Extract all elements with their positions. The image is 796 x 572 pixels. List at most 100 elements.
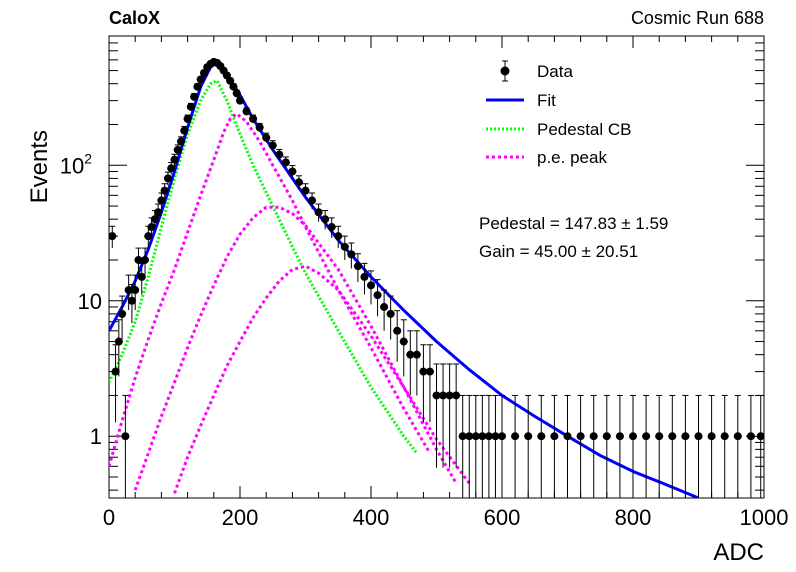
- x-tick-label: 400: [353, 505, 390, 530]
- data-point: [511, 394, 520, 498]
- data-point: [439, 363, 448, 468]
- data-point: [121, 394, 130, 498]
- data-point: [550, 394, 559, 498]
- data-point: [491, 394, 500, 498]
- data-point: [432, 363, 441, 468]
- data-point: [707, 394, 716, 498]
- y-tick-labels: 1 10 102: [60, 150, 102, 449]
- data-point: [111, 344, 120, 423]
- data-point: [173, 144, 182, 156]
- legend-label: p.e. peak: [537, 148, 607, 167]
- data-point: [681, 394, 690, 498]
- data-point: [262, 132, 271, 143]
- axis-ticks: [108, 35, 765, 498]
- data-point: [294, 175, 303, 190]
- data-point: [236, 96, 244, 105]
- data-point: [353, 253, 362, 282]
- header-left-label: CaloX: [109, 8, 160, 28]
- data-point: [147, 217, 156, 238]
- plot-frame: [108, 35, 765, 499]
- data-point: [655, 394, 664, 498]
- data-point: [163, 171, 172, 186]
- pe-peak-curve-3: [173, 264, 471, 494]
- data-point: [576, 394, 585, 498]
- data-point: [170, 153, 179, 166]
- data-point: [380, 289, 389, 331]
- data-point: [242, 107, 251, 116]
- y-tick-label: 10: [78, 289, 102, 314]
- data-point: [465, 394, 474, 498]
- data-point: [118, 295, 127, 340]
- pedestal-stat: Pedestal = 147.83 ± 1.59: [479, 214, 668, 233]
- y-axis-label: Events: [26, 130, 53, 203]
- data-point: [393, 310, 402, 362]
- data-point: [367, 270, 375, 305]
- data-point: [193, 82, 202, 91]
- data-point: [114, 319, 123, 377]
- data-point: [160, 183, 169, 199]
- data-point: [419, 344, 428, 423]
- data-point: [373, 279, 382, 317]
- data-point: [412, 330, 421, 396]
- data-point: [268, 140, 277, 151]
- data-point: [255, 122, 264, 132]
- legend-label: Fit: [537, 91, 556, 110]
- data-point: [733, 394, 742, 498]
- data-point: [301, 183, 310, 199]
- data-point: [199, 68, 208, 77]
- y-tick-label: 1: [90, 424, 102, 449]
- data-point: [537, 394, 546, 498]
- data-point: [321, 210, 330, 230]
- data-point: [180, 125, 189, 136]
- legend-entry-pedestal: Pedestal CB: [486, 120, 632, 139]
- x-tick-label: 200: [222, 505, 259, 530]
- data-point: [563, 394, 572, 498]
- pe-peak-curve-2: [133, 205, 458, 491]
- data-point: [471, 394, 480, 498]
- data-point: [141, 247, 150, 275]
- data-point: [478, 394, 487, 498]
- data-point: [452, 363, 461, 468]
- data-point: [498, 394, 506, 498]
- data-point: [183, 114, 192, 123]
- data-point: [275, 148, 284, 161]
- pe-peak-curve-1: [109, 111, 432, 467]
- data-point: [249, 114, 258, 123]
- data-point: [190, 92, 199, 101]
- legend-entry-data: Data: [500, 60, 573, 82]
- data-point: [746, 394, 755, 498]
- data-point: [629, 394, 637, 498]
- x-tick-label: 0: [103, 505, 115, 530]
- data-point: [131, 274, 140, 311]
- data-points-layer: [109, 57, 764, 498]
- x-tick-labels: 0 200 400 600 800 1000: [103, 505, 789, 530]
- legend-entry-pe_peak: p.e. peak: [486, 148, 607, 167]
- data-point: [445, 363, 454, 468]
- data-point: [589, 394, 598, 498]
- data-point: [281, 156, 290, 169]
- data-point: [340, 235, 349, 260]
- legend-entry-fit: Fit: [486, 91, 556, 110]
- legend-label: Pedestal CB: [537, 120, 632, 139]
- x-tick-label: 1000: [740, 505, 789, 530]
- data-point: [327, 217, 336, 238]
- gain-stat: Gain = 45.00 ± 20.51: [479, 242, 638, 261]
- data-point: [308, 192, 317, 209]
- legend-label: Data: [537, 62, 573, 81]
- header-right-label: Cosmic Run 688: [631, 8, 764, 28]
- data-point: [524, 394, 533, 498]
- x-axis-label: ADC: [713, 539, 764, 566]
- data-point: [425, 344, 434, 423]
- data-point: [602, 394, 611, 498]
- x-tick-label: 600: [484, 505, 521, 530]
- x-tick-label: 800: [615, 505, 652, 530]
- data-point: [720, 394, 729, 498]
- data-point: [668, 394, 677, 498]
- data-point: [334, 225, 343, 248]
- data-point: [458, 394, 467, 498]
- data-point: [484, 394, 493, 498]
- data-point: [642, 394, 651, 498]
- y-tick-label: 102: [60, 150, 92, 178]
- data-point: [229, 82, 238, 91]
